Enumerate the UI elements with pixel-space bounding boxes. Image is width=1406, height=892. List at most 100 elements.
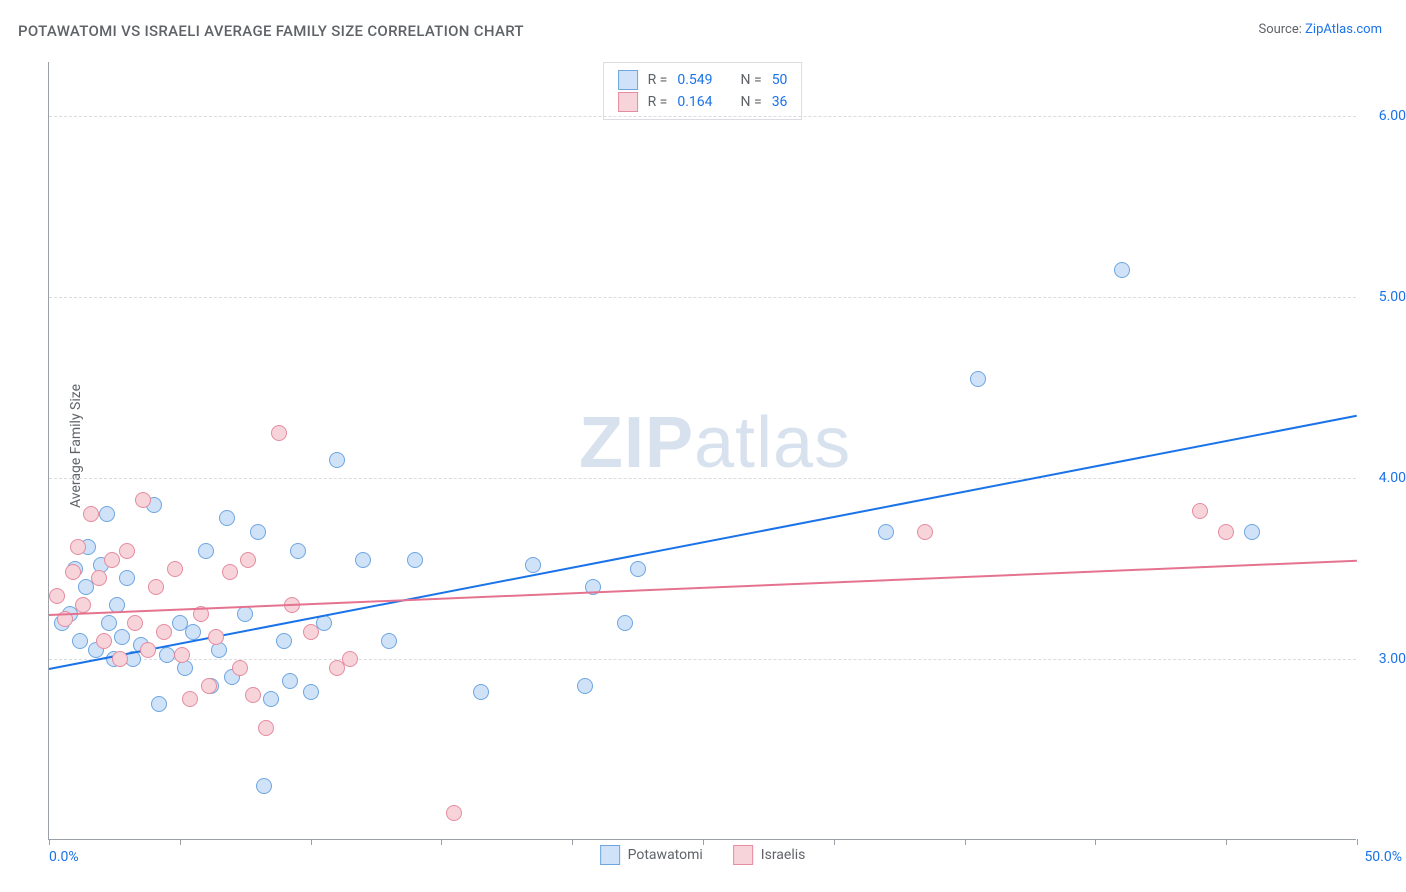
data-point: [119, 543, 135, 559]
watermark-zip: ZIP: [579, 403, 694, 483]
data-point: [135, 492, 151, 508]
data-point: [232, 660, 248, 676]
gridline: [49, 116, 1356, 117]
data-point: [1192, 503, 1208, 519]
data-point: [159, 647, 175, 663]
source-prefix: Source:: [1258, 22, 1305, 37]
data-point: [49, 588, 65, 604]
data-point: [201, 678, 217, 694]
data-point: [1244, 524, 1260, 540]
data-point: [65, 564, 81, 580]
data-point: [185, 624, 201, 640]
data-point: [198, 543, 214, 559]
data-point: [208, 629, 224, 645]
n-label: N =: [741, 91, 762, 113]
data-point: [245, 687, 261, 703]
data-point: [258, 720, 274, 736]
data-point: [96, 633, 112, 649]
x-max-label: 50.0%: [1364, 849, 1402, 865]
watermark: ZIPatlas: [579, 402, 851, 484]
legend-swatch-israelis: [733, 845, 753, 865]
trend-line: [49, 560, 1357, 616]
data-point: [342, 651, 358, 667]
data-point: [70, 539, 86, 555]
r-value-2: 0.164: [677, 91, 712, 113]
x-tick: [441, 839, 442, 845]
x-tick: [1226, 839, 1227, 845]
y-tick-label: 3.00: [1362, 651, 1406, 667]
data-point: [72, 633, 88, 649]
data-point: [240, 552, 256, 568]
trend-line: [49, 415, 1357, 670]
data-point: [970, 371, 986, 387]
data-point: [140, 642, 156, 658]
legend-swatch-1: [618, 70, 638, 90]
gridline: [49, 297, 1356, 298]
data-point: [182, 691, 198, 707]
series-legend: Potawatomi Israelis: [600, 845, 806, 865]
data-point: [104, 552, 120, 568]
chart-title: POTAWATOMI VS ISRAELI AVERAGE FAMILY SIZ…: [18, 22, 524, 40]
source-link[interactable]: ZipAtlas.com: [1305, 22, 1382, 37]
data-point: [263, 691, 279, 707]
x-tick: [311, 839, 312, 845]
data-point: [446, 805, 462, 821]
y-tick-label: 4.00: [1362, 470, 1406, 486]
n-value-1: 50: [772, 69, 788, 91]
legend-swatch-potawatomi: [600, 845, 620, 865]
data-point: [112, 651, 128, 667]
legend-item-1: Potawatomi: [600, 845, 703, 865]
data-point: [276, 633, 292, 649]
data-point: [473, 684, 489, 700]
data-point: [271, 425, 287, 441]
data-point: [329, 452, 345, 468]
data-point: [83, 506, 99, 522]
data-point: [303, 624, 319, 640]
x-tick: [1357, 839, 1358, 845]
x-tick: [572, 839, 573, 845]
data-point: [630, 561, 646, 577]
data-point: [303, 684, 319, 700]
x-tick: [49, 839, 50, 845]
data-point: [381, 633, 397, 649]
legend-row-1: R = 0.549 N = 50: [618, 69, 788, 91]
legend-swatch-2: [618, 92, 638, 112]
data-point: [290, 543, 306, 559]
r-label: R =: [648, 91, 668, 113]
data-point: [156, 624, 172, 640]
correlation-legend: R = 0.549 N = 50 R = 0.164 N = 36: [603, 62, 803, 120]
source-label: Source: ZipAtlas.com: [1258, 22, 1382, 37]
data-point: [525, 557, 541, 573]
gridline: [49, 478, 1356, 479]
y-tick-label: 5.00: [1362, 289, 1406, 305]
n-value-2: 36: [772, 91, 788, 113]
data-point: [1114, 262, 1130, 278]
x-tick: [1095, 839, 1096, 845]
data-point: [174, 647, 190, 663]
x-tick: [965, 839, 966, 845]
x-tick: [703, 839, 704, 845]
data-point: [878, 524, 894, 540]
data-point: [127, 615, 143, 631]
watermark-atlas: atlas: [694, 403, 851, 483]
data-point: [617, 615, 633, 631]
data-point: [99, 506, 115, 522]
legend-label-1: Potawatomi: [628, 847, 703, 863]
data-point: [114, 629, 130, 645]
data-point: [282, 673, 298, 689]
data-point: [75, 597, 91, 613]
x-tick: [180, 839, 181, 845]
data-point: [237, 606, 253, 622]
r-label: R =: [648, 69, 668, 91]
data-point: [119, 570, 135, 586]
legend-item-2: Israelis: [733, 845, 806, 865]
n-label: N =: [741, 69, 762, 91]
data-point: [250, 524, 266, 540]
y-tick-label: 6.00: [1362, 108, 1406, 124]
data-point: [151, 696, 167, 712]
r-value-1: 0.549: [677, 69, 712, 91]
data-point: [219, 510, 235, 526]
legend-row-2: R = 0.164 N = 36: [618, 91, 788, 113]
data-point: [355, 552, 371, 568]
x-min-label: 0.0%: [49, 849, 79, 865]
